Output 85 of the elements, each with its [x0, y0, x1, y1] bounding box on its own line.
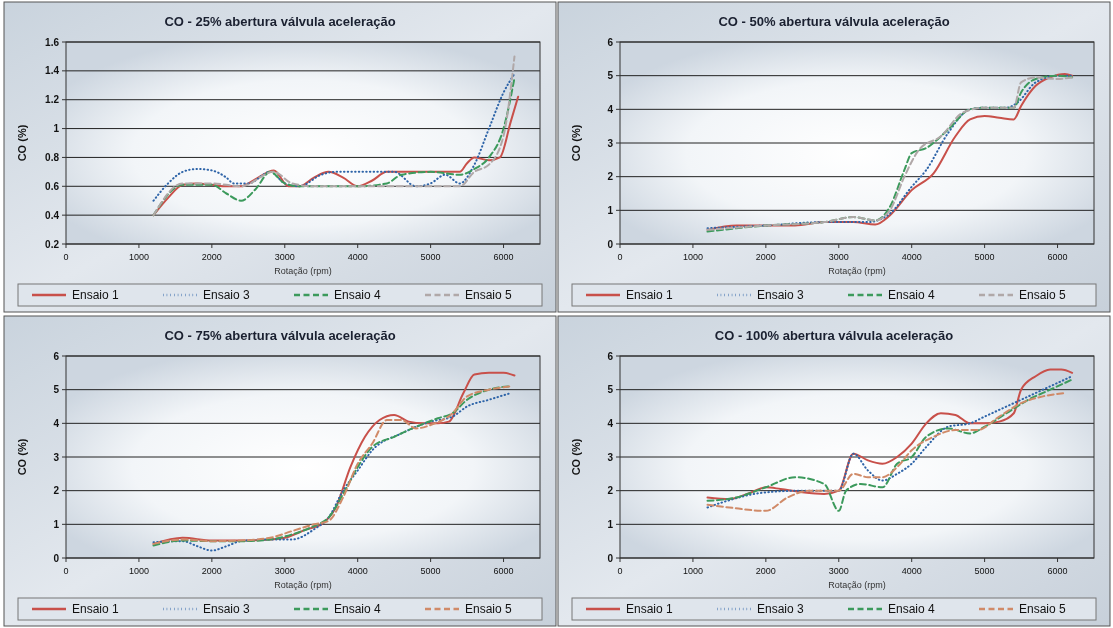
- y-tick-label: 6: [53, 350, 60, 362]
- y-tick-label: 4: [607, 103, 614, 115]
- x-tick-label: 5000: [974, 566, 995, 576]
- y-axis-title: CO (%): [570, 124, 582, 162]
- x-tick-label: 0: [63, 566, 69, 576]
- legend-label: Ensaio 5: [465, 288, 513, 303]
- y-tick-label: 6: [607, 36, 614, 48]
- y-tick-label: 2: [53, 485, 60, 497]
- legend-label: Ensaio 3: [203, 602, 251, 617]
- y-tick-label: 0.8: [45, 151, 60, 163]
- x-axis-title: Rotação (rpm): [828, 266, 886, 276]
- y-tick-label: 1: [53, 518, 60, 530]
- x-tick-label: 1000: [128, 566, 149, 576]
- x-tick-label: 3000: [828, 566, 849, 576]
- x-tick-label: 4000: [347, 566, 368, 576]
- y-axis-title: CO (%): [16, 124, 28, 162]
- x-tick-label: 2000: [201, 566, 222, 576]
- y-tick-label: 0: [607, 552, 614, 564]
- x-tick-label: 0: [617, 566, 623, 576]
- y-tick-label: 0.4: [45, 209, 60, 221]
- x-tick-label: 1000: [128, 252, 149, 262]
- legend-label: Ensaio 4: [888, 602, 936, 617]
- legend-label: Ensaio 5: [1019, 288, 1067, 303]
- y-tick-label: 3: [607, 451, 614, 463]
- x-tick-label: 2000: [201, 252, 222, 262]
- chart-title: CO - 100% abertura válvula aceleração: [714, 328, 954, 343]
- y-tick-label: 0.6: [45, 180, 60, 192]
- y-tick-label: 1.4: [45, 65, 60, 77]
- x-tick-label: 6000: [1047, 252, 1068, 262]
- chart-title: CO - 25% abertura válvula aceleração: [164, 14, 396, 29]
- legend-label: Ensaio 3: [757, 288, 805, 303]
- legend-label: Ensaio 4: [334, 288, 382, 303]
- x-tick-label: 3000: [828, 252, 849, 262]
- legend-label: Ensaio 5: [465, 602, 513, 617]
- x-tick-label: 1000: [682, 252, 703, 262]
- x-tick-label: 4000: [347, 252, 368, 262]
- y-tick-label: 0.2: [45, 238, 60, 250]
- y-tick-label: 2: [607, 171, 614, 183]
- y-tick-label: 1.2: [45, 94, 60, 106]
- y-tick-label: 1: [607, 518, 614, 530]
- x-tick-label: 6000: [493, 566, 514, 576]
- y-tick-label: 1.6: [45, 36, 60, 48]
- y-tick-label: 3: [607, 137, 614, 149]
- x-tick-label: 4000: [901, 566, 922, 576]
- y-tick-label: 4: [53, 417, 60, 429]
- x-axis-title: Rotação (rpm): [274, 580, 332, 590]
- y-tick-label: 2: [607, 485, 614, 497]
- x-tick-label: 3000: [274, 566, 295, 576]
- legend-label: Ensaio 1: [626, 288, 674, 303]
- x-tick-label: 0: [617, 252, 623, 262]
- y-tick-label: 1: [607, 204, 614, 216]
- legend-label: Ensaio 5: [1019, 602, 1067, 617]
- x-tick-label: 2000: [755, 566, 776, 576]
- x-tick-label: 5000: [974, 252, 995, 262]
- legend-label: Ensaio 3: [203, 288, 251, 303]
- x-tick-label: 5000: [420, 252, 441, 262]
- x-tick-label: 5000: [420, 566, 441, 576]
- y-tick-label: 5: [607, 384, 614, 396]
- chart-title: CO - 50% abertura válvula aceleração: [718, 14, 950, 29]
- x-tick-label: 6000: [493, 252, 514, 262]
- x-tick-label: 3000: [274, 252, 295, 262]
- y-tick-label: 4: [607, 417, 614, 429]
- legend-label: Ensaio 1: [72, 288, 120, 303]
- y-tick-label: 0: [53, 552, 60, 564]
- y-axis-title: CO (%): [570, 438, 582, 476]
- y-axis-title: CO (%): [16, 438, 28, 476]
- y-tick-label: 6: [607, 350, 614, 362]
- y-tick-label: 1: [53, 123, 60, 135]
- y-tick-label: 0: [607, 238, 614, 250]
- x-tick-label: 4000: [901, 252, 922, 262]
- y-tick-label: 5: [53, 384, 60, 396]
- x-axis-title: Rotação (rpm): [274, 266, 332, 276]
- legend-label: Ensaio 4: [888, 288, 936, 303]
- legend-label: Ensaio 3: [757, 602, 805, 617]
- x-axis-title: Rotação (rpm): [828, 580, 886, 590]
- x-tick-label: 1000: [682, 566, 703, 576]
- x-tick-label: 0: [63, 252, 69, 262]
- legend-label: Ensaio 1: [72, 602, 120, 617]
- x-tick-label: 6000: [1047, 566, 1068, 576]
- y-tick-label: 3: [53, 451, 60, 463]
- y-tick-label: 5: [607, 70, 614, 82]
- legend-label: Ensaio 4: [334, 602, 382, 617]
- chart-title: CO - 75% abertura válvula aceleração: [164, 328, 396, 343]
- x-tick-label: 2000: [755, 252, 776, 262]
- legend-label: Ensaio 1: [626, 602, 674, 617]
